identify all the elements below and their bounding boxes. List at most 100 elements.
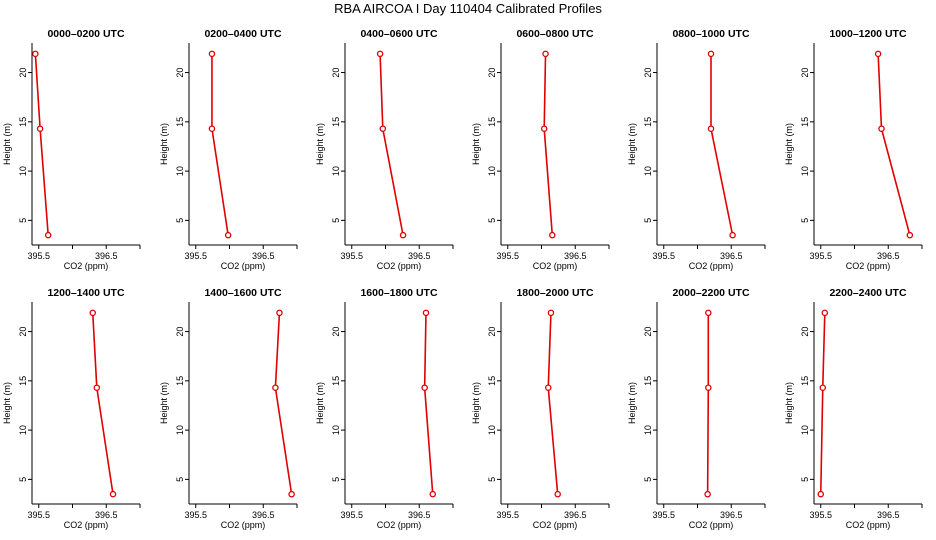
panel-title: 1800–2000 UTC bbox=[516, 287, 593, 299]
profile-point bbox=[906, 231, 914, 239]
x-tick-label: 396.5 bbox=[877, 251, 900, 261]
profile-line bbox=[34, 53, 49, 236]
x-tick-label: 396.5 bbox=[720, 251, 743, 261]
x-tick-label: 396.5 bbox=[95, 251, 118, 261]
y-tick-label: 15 bbox=[643, 376, 653, 386]
profile-line bbox=[877, 53, 911, 236]
profile-point bbox=[399, 231, 407, 239]
panel-title: 1000–1200 UTC bbox=[829, 28, 906, 40]
panel-title: 2000–2200 UTC bbox=[672, 287, 749, 299]
y-tick-label: 5 bbox=[175, 218, 185, 223]
x-axis-label: CO2 (ppm) bbox=[221, 261, 266, 271]
y-tick-label: 20 bbox=[18, 68, 28, 78]
profile-point bbox=[93, 384, 101, 391]
profile-line bbox=[423, 312, 434, 495]
y-tick-label: 5 bbox=[18, 477, 28, 482]
x-axis-label: CO2 (ppm) bbox=[377, 261, 422, 271]
profile-point bbox=[707, 50, 715, 58]
x-axis-label: CO2 (ppm) bbox=[64, 520, 109, 530]
y-axis-label: Height (m) bbox=[2, 382, 12, 424]
y-tick-label: 10 bbox=[487, 166, 497, 176]
y-tick-label: 10 bbox=[331, 425, 341, 435]
profile-point bbox=[542, 50, 549, 58]
y-tick-label: 10 bbox=[331, 166, 341, 176]
x-tick-label: 395.5 bbox=[27, 251, 50, 261]
x-axis-label: CO2 (ppm) bbox=[846, 261, 891, 271]
y-tick-label: 5 bbox=[643, 218, 653, 223]
y-tick-label: 15 bbox=[175, 376, 185, 386]
y-tick-label: 20 bbox=[175, 327, 185, 337]
x-axis-label: CO2 (ppm) bbox=[64, 261, 109, 271]
y-axis-label: Height (m) bbox=[471, 123, 481, 165]
y-tick-label: 10 bbox=[18, 166, 28, 176]
profile-point bbox=[379, 125, 387, 132]
x-tick-label: 396.5 bbox=[408, 510, 431, 520]
x-tick-label: 395.5 bbox=[809, 251, 832, 261]
profile-point bbox=[32, 50, 39, 58]
y-axis-label: Height (m) bbox=[159, 382, 169, 424]
y-axis-label: Height (m) bbox=[159, 123, 169, 165]
x-tick-label: 396.5 bbox=[408, 251, 431, 261]
x-tick-label: 395.5 bbox=[496, 251, 519, 261]
panel-title: 2200–2400 UTC bbox=[829, 287, 906, 299]
profile-line bbox=[91, 312, 114, 495]
x-tick-label: 396.5 bbox=[877, 510, 900, 520]
profile-point bbox=[109, 490, 117, 498]
profile-point bbox=[817, 490, 825, 498]
profile-line bbox=[706, 312, 710, 495]
profile-point bbox=[272, 384, 279, 391]
y-tick-label: 5 bbox=[331, 218, 341, 223]
x-tick-label: 396.5 bbox=[564, 251, 587, 261]
y-tick-label: 5 bbox=[643, 477, 653, 482]
profile-point bbox=[89, 309, 97, 317]
panel-title: 1200–1400 UTC bbox=[47, 287, 124, 299]
x-axis-label: CO2 (ppm) bbox=[533, 520, 578, 530]
y-axis-label: Height (m) bbox=[784, 382, 794, 424]
profile-point bbox=[224, 231, 232, 239]
x-tick-label: 396.5 bbox=[95, 510, 118, 520]
profile-point bbox=[878, 125, 885, 132]
x-tick-label: 395.5 bbox=[652, 510, 675, 520]
profile-point bbox=[705, 384, 712, 391]
y-tick-label: 10 bbox=[175, 166, 185, 176]
y-tick-label: 10 bbox=[175, 425, 185, 435]
y-axis-label: Height (m) bbox=[784, 123, 794, 165]
y-tick-label: 20 bbox=[487, 327, 497, 337]
profile-point bbox=[705, 309, 712, 317]
y-tick-label: 20 bbox=[331, 327, 341, 337]
x-tick-label: 396.5 bbox=[720, 510, 743, 520]
profile-point bbox=[208, 125, 216, 132]
panel-title: 0600–0800 UTC bbox=[516, 28, 593, 40]
panel-title: 0200–0400 UTC bbox=[204, 28, 281, 40]
y-axis-label: Height (m) bbox=[315, 123, 325, 165]
panel-title: 0000–0200 UTC bbox=[47, 28, 124, 40]
x-tick-label: 396.5 bbox=[252, 510, 275, 520]
profile-line bbox=[710, 53, 734, 236]
profile-point bbox=[376, 50, 384, 58]
y-axis-label: Height (m) bbox=[2, 123, 12, 165]
y-tick-label: 10 bbox=[18, 425, 28, 435]
y-axis-label: Height (m) bbox=[315, 382, 325, 424]
y-tick-label: 5 bbox=[487, 477, 497, 482]
y-axis-label: Height (m) bbox=[627, 123, 637, 165]
profile-point bbox=[421, 384, 428, 391]
y-tick-label: 20 bbox=[643, 68, 653, 78]
panel-title: 0800–1000 UTC bbox=[672, 28, 749, 40]
y-tick-label: 15 bbox=[18, 117, 28, 127]
y-tick-label: 15 bbox=[800, 376, 810, 386]
profile-point bbox=[276, 309, 283, 317]
profile-point bbox=[549, 231, 556, 239]
profile-point bbox=[545, 384, 552, 391]
x-axis-label: CO2 (ppm) bbox=[533, 261, 578, 271]
